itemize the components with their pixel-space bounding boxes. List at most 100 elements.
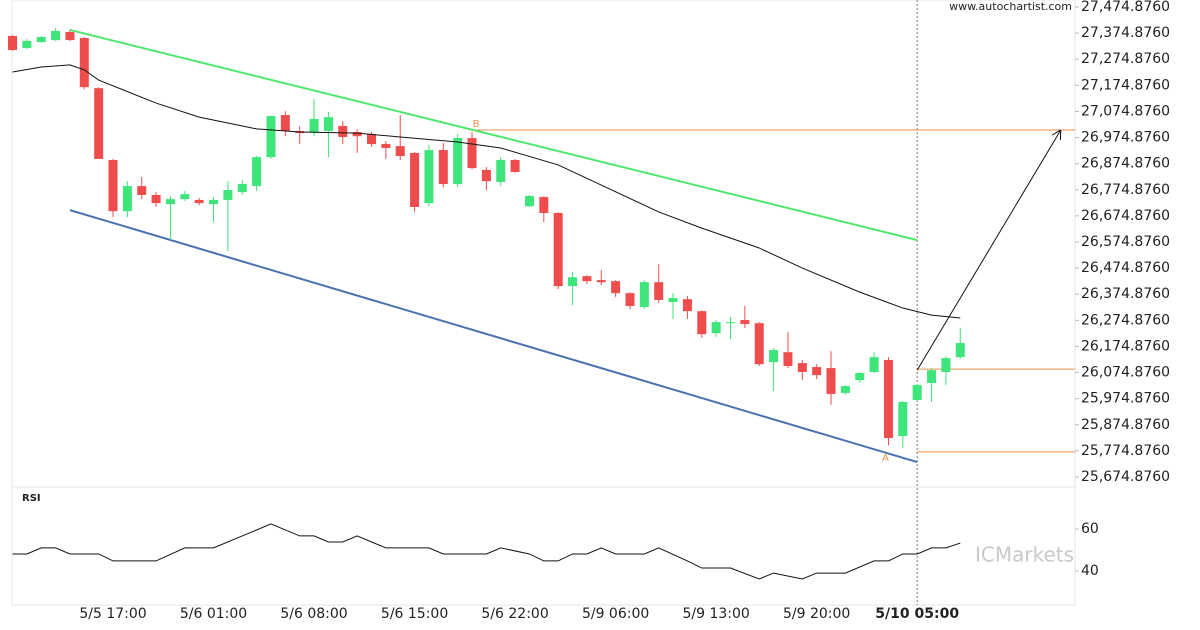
candle-body (137, 186, 147, 195)
moving-average (12, 64, 961, 319)
candle-body (108, 159, 118, 212)
candle-body (453, 138, 463, 185)
y-tick-label: 27,474.8760 (1081, 0, 1170, 15)
x-tick-label: 5/9 13:00 (682, 606, 749, 622)
y-tick-label: 25,874.8760 (1081, 417, 1170, 433)
x-tick-label: 5/6 08:00 (280, 606, 347, 622)
candle-body (955, 343, 965, 358)
point-label: B (473, 119, 480, 130)
candle-body (410, 152, 420, 207)
candle-body (553, 212, 563, 287)
candle-body (438, 150, 448, 185)
candle-body (912, 385, 922, 400)
y-tick-label: 26,074.8760 (1081, 365, 1170, 381)
candle-body (826, 368, 836, 394)
y-tick-label: 26,374.8760 (1081, 286, 1170, 302)
candle-body (237, 184, 247, 193)
y-tick-label: 26,174.8760 (1081, 338, 1170, 354)
candle-body (726, 322, 735, 324)
candle-body (840, 386, 850, 393)
candle-body (568, 277, 578, 287)
x-tick-label: 5/6 22:00 (481, 606, 548, 622)
candle-body (639, 282, 649, 307)
candle-body (611, 281, 621, 294)
y-tick-label: 27,274.8760 (1081, 51, 1170, 67)
candle-body (596, 280, 606, 283)
y-tick-label: 25,774.8760 (1081, 443, 1170, 459)
candle-body (481, 169, 491, 182)
x-tick-label: 5/10 05:00 (875, 606, 959, 622)
candle-body (367, 134, 376, 145)
candle-body (510, 159, 520, 172)
trendline (69, 209, 918, 464)
rsi-line (12, 523, 961, 580)
y-tick-label: 26,774.8760 (1081, 182, 1170, 198)
y-tick-label: 27,074.8760 (1081, 103, 1170, 119)
candle-body (769, 350, 779, 363)
rsi-tick-label: 40 (1081, 563, 1099, 579)
plot-frame (11, 0, 1076, 606)
candle-body (524, 196, 534, 207)
candle-body (625, 293, 635, 306)
candle-body (539, 197, 549, 213)
candle-body (682, 299, 692, 312)
candle-body (697, 311, 707, 335)
y-tick-label: 26,674.8760 (1081, 208, 1170, 224)
candle-body (668, 298, 678, 303)
y-tick-label: 26,874.8760 (1081, 156, 1170, 172)
candle-body (941, 358, 951, 373)
candle-body (309, 118, 319, 133)
candle-body (869, 357, 879, 373)
candle-body (209, 199, 219, 205)
candle-body (496, 159, 506, 182)
y-tick-label: 26,274.8760 (1081, 312, 1170, 328)
y-tick-label: 25,674.8760 (1081, 469, 1170, 485)
candle-body (812, 367, 822, 376)
candle-body (467, 138, 477, 169)
y-tick-label: 26,574.8760 (1081, 234, 1170, 250)
candle-body (323, 117, 333, 131)
watermark: ICMarkets (975, 543, 1074, 567)
candle-body (381, 144, 391, 148)
candle-body (252, 157, 262, 187)
arrow (916, 129, 1062, 371)
y-tick-label: 27,174.8760 (1081, 77, 1170, 93)
y-tick-label: 25,974.8760 (1081, 391, 1170, 407)
candle-body (740, 320, 750, 324)
candle-body (266, 116, 276, 158)
candle-body (79, 38, 89, 88)
candle-body (898, 402, 908, 436)
y-tick-label: 26,474.8760 (1081, 260, 1170, 276)
x-tick-label: 5/6 01:00 (180, 606, 247, 622)
candle-body (223, 190, 233, 200)
rsi-tick-label: 60 (1081, 521, 1099, 537)
x-tick-label: 5/9 06:00 (582, 606, 649, 622)
candle-body (194, 199, 204, 204)
candle-body (165, 199, 175, 205)
candle-body (352, 132, 362, 137)
candle-body (855, 373, 865, 381)
y-tick-label: 27,374.8760 (1081, 25, 1170, 41)
x-tick-label: 5/5 17:00 (79, 606, 146, 622)
candle-body (754, 323, 764, 365)
candle-body (36, 36, 46, 42)
candle-body (94, 88, 104, 159)
trendline (69, 28, 918, 242)
candle-body (8, 35, 17, 51)
candle-body (654, 282, 664, 300)
candle-body (280, 115, 290, 131)
candle-body (122, 186, 132, 212)
point-label: A (882, 453, 889, 464)
x-tick-label: 5/9 20:00 (783, 606, 850, 622)
candle-body (22, 40, 32, 48)
candle-body (338, 126, 348, 138)
candle-body (395, 146, 405, 157)
indicator-title: RSI (22, 493, 41, 504)
candle-body (927, 370, 937, 383)
candle-body (711, 322, 721, 334)
candle-body (151, 194, 161, 204)
candle-body (424, 150, 434, 204)
candle-body (783, 352, 793, 367)
candle-body (582, 276, 592, 282)
